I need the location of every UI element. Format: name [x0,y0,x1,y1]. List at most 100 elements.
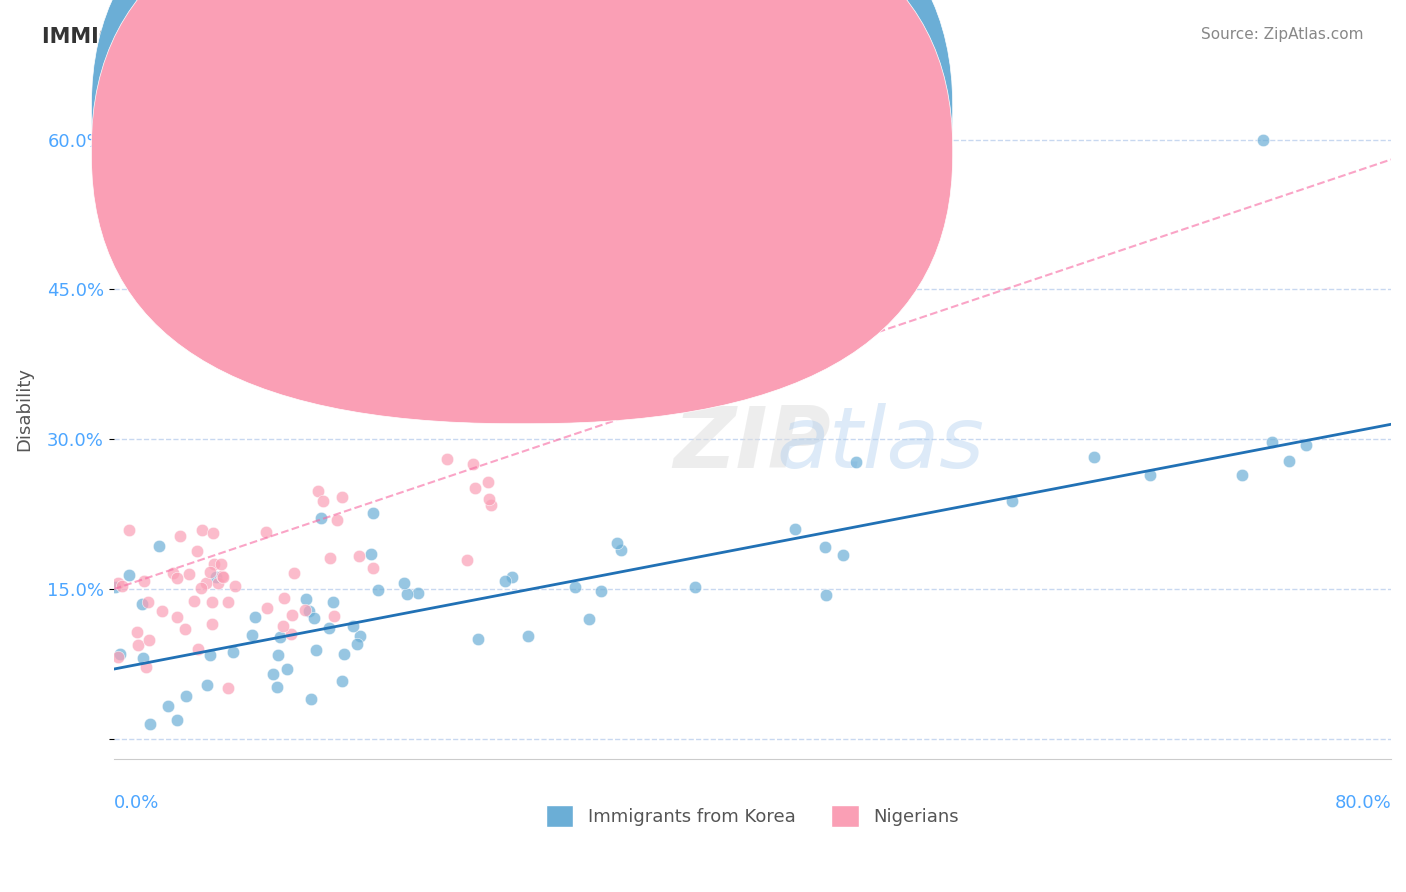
Point [243,610,266,624]
Text: R = 0.493: R = 0.493 [548,107,638,125]
Point [107,576,129,591]
Point [564,580,586,594]
Point [299,692,322,706]
Point [240,628,263,642]
Point [1278,454,1301,468]
Point [283,566,305,581]
Point [150,604,173,618]
Point [134,574,156,588]
Point [1261,434,1284,449]
Point [207,576,229,591]
Point [312,494,335,508]
Point [307,483,329,498]
Point [479,498,502,512]
Point [374,293,396,307]
Point [330,674,353,689]
Point [138,633,160,648]
Point [349,629,371,643]
Point [323,608,346,623]
Point [135,660,157,674]
Point [156,698,179,713]
Point [198,565,221,579]
Text: N = 63: N = 63 [682,107,745,125]
Point [183,594,205,608]
Point [266,648,288,662]
Point [1295,438,1317,452]
Point [166,713,188,727]
Point [273,591,295,606]
Point [406,585,429,599]
Point [201,616,224,631]
Text: 80.0%: 80.0% [1334,794,1391,812]
Point [1230,467,1253,482]
Text: R = 0.564: R = 0.564 [548,149,638,167]
Legend: Immigrants from Korea, Nigerians: Immigrants from Korea, Nigerians [538,797,966,834]
Point [294,603,316,617]
Point [305,642,328,657]
Point [346,637,368,651]
Point [392,575,415,590]
Point [222,645,245,659]
Point [363,560,385,574]
Point [169,529,191,543]
Point [254,525,277,540]
Point [517,629,540,643]
Point [177,566,200,581]
Point [501,570,523,584]
Point [186,544,208,558]
Point [110,647,132,661]
Point [187,642,209,657]
Point [104,580,127,594]
Point [319,550,342,565]
Point [814,540,837,554]
Point [311,511,333,525]
Point [111,579,134,593]
Point [463,457,485,471]
Point [217,595,239,609]
Point [174,622,197,636]
Point [166,571,188,585]
Point [333,647,356,661]
Point [478,492,501,507]
Point [201,526,224,541]
Point [131,597,153,611]
Point [1083,450,1105,464]
Point [198,648,221,662]
Point [136,594,159,608]
Point [494,574,516,588]
Point [360,548,382,562]
Point [209,557,232,571]
Point [591,584,613,599]
Point [211,568,233,582]
Point [361,506,384,520]
Point [342,619,364,633]
Text: atlas: atlas [776,403,984,486]
Point [271,619,294,633]
Point [456,553,478,567]
Point [191,523,214,537]
Point [318,621,340,635]
Point [294,591,316,606]
Point [347,549,370,563]
Text: N = 59: N = 59 [682,149,745,167]
Point [302,611,325,625]
Y-axis label: Disability: Disability [15,368,32,451]
Point [578,612,600,626]
Point [174,689,197,703]
Point [269,631,291,645]
Point [281,608,304,623]
Text: ZIP: ZIP [673,403,831,486]
Point [467,632,489,646]
Point [256,601,278,615]
Point [477,475,499,489]
Point [815,588,838,602]
Point [201,594,224,608]
Point [118,567,141,582]
Point [330,490,353,504]
Point [1251,132,1274,146]
Point [139,716,162,731]
Point [606,536,628,550]
Point [195,678,218,692]
Text: IMMIGRANTS FROM KOREA VS NIGERIAN DISABILITY CORRELATION CHART: IMMIGRANTS FROM KOREA VS NIGERIAN DISABI… [42,27,910,46]
Point [107,650,129,665]
